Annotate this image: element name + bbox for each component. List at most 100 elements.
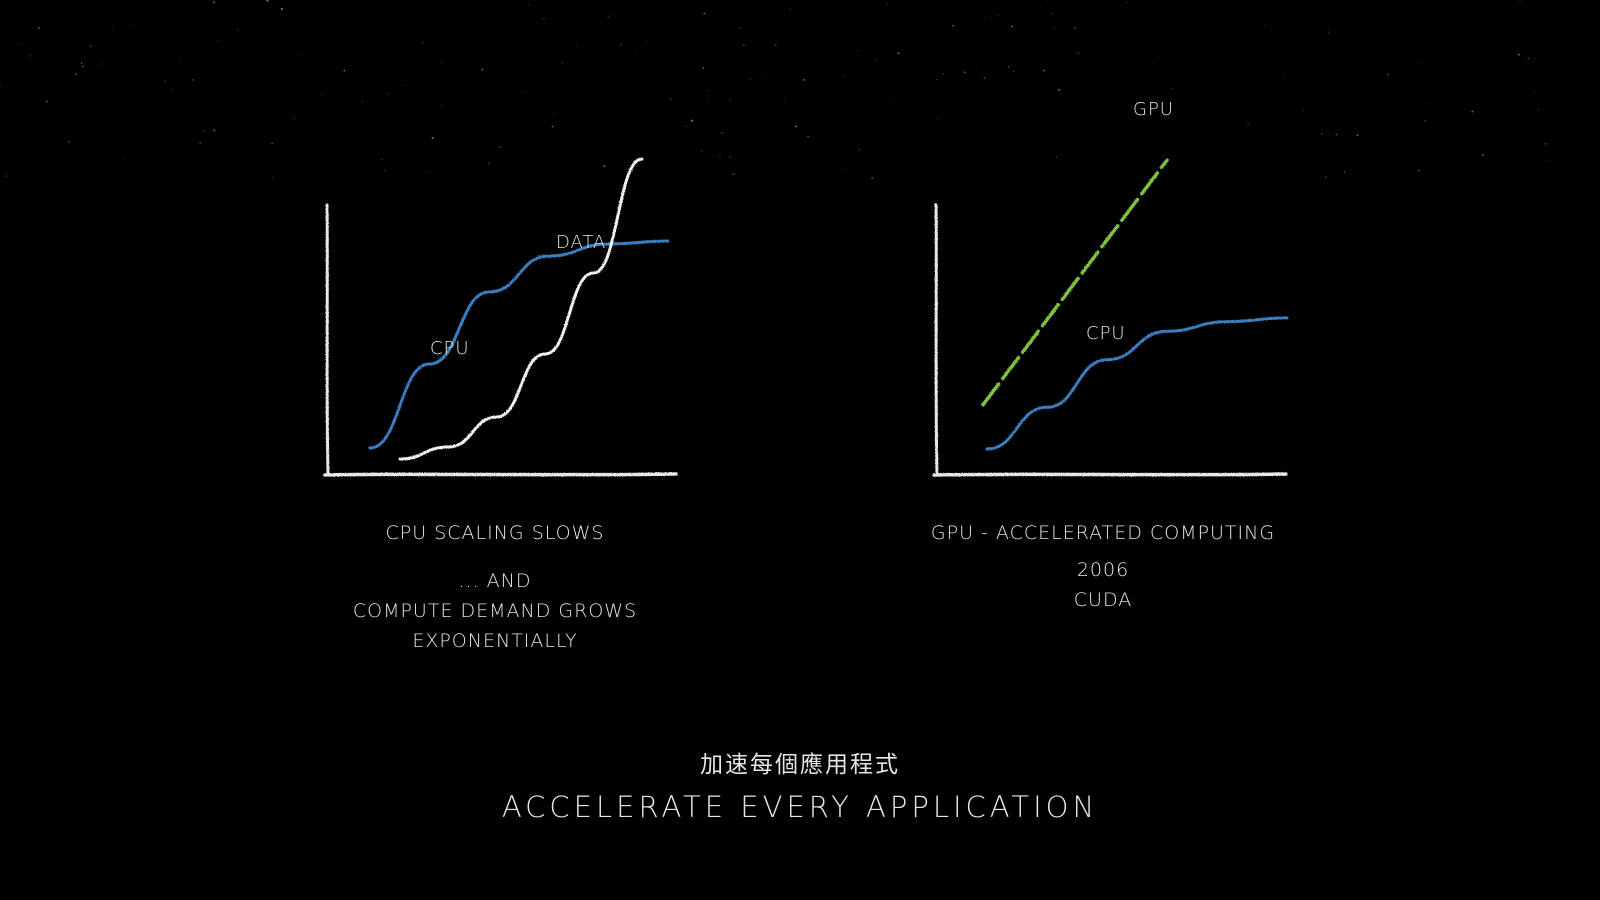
star-dot xyxy=(750,78,752,80)
star-dot xyxy=(858,49,860,51)
right-gpu-label: GPU xyxy=(1133,99,1174,120)
star-dot xyxy=(266,0,269,2)
star-dot xyxy=(487,162,490,165)
left-subcaption-line: EXPONENTIALLY xyxy=(412,630,578,652)
star-dot xyxy=(703,12,706,15)
star-dot xyxy=(1264,24,1266,26)
star-dot xyxy=(431,137,434,139)
star-dot xyxy=(46,100,48,103)
star-dot xyxy=(1471,110,1474,113)
star-dot xyxy=(1519,0,1521,1)
star-dot xyxy=(543,18,545,20)
star-dot xyxy=(702,67,705,69)
star-dot xyxy=(481,68,484,71)
star-dot xyxy=(82,65,84,68)
star-dot xyxy=(669,98,672,100)
star-dot xyxy=(897,52,900,55)
star-dot xyxy=(405,84,407,86)
star-dot xyxy=(1302,109,1304,112)
star-dot xyxy=(1335,133,1338,136)
star-dot xyxy=(802,78,805,81)
star-dot xyxy=(963,71,966,74)
left-chart-cpu-vs-data xyxy=(323,157,678,477)
star-dot xyxy=(1247,124,1249,126)
star-dot xyxy=(575,44,578,46)
left-data-label: DATA xyxy=(556,232,607,253)
star-dot xyxy=(690,119,694,122)
star-dot xyxy=(784,100,786,102)
right-cpu-label: CPU xyxy=(1086,323,1126,344)
star-dot xyxy=(1387,73,1389,76)
star-dot xyxy=(5,175,7,177)
star-dot xyxy=(719,154,721,157)
star-dot xyxy=(936,78,938,80)
star-dot xyxy=(271,142,273,145)
star-dot xyxy=(886,3,888,5)
star-dot xyxy=(983,76,986,79)
star-dot xyxy=(1517,53,1520,56)
star-dot xyxy=(470,179,472,181)
star-dot xyxy=(387,93,390,95)
star-dot xyxy=(1343,171,1346,173)
star-dot xyxy=(729,156,731,158)
star-dot xyxy=(721,132,723,134)
star-dot xyxy=(551,113,553,114)
star-dot xyxy=(607,15,610,18)
star-dot xyxy=(1171,88,1173,90)
left-cpu-curve xyxy=(368,239,670,450)
star-dot xyxy=(499,146,501,148)
star-dot xyxy=(297,54,299,56)
star-dot xyxy=(237,29,239,31)
star-dot xyxy=(889,101,891,103)
star-dot xyxy=(1356,134,1359,136)
star-dot xyxy=(90,45,92,47)
star-dot xyxy=(551,125,554,128)
left-subcaption-line: COMPUTE DEMAND GROWS xyxy=(352,600,638,622)
star-dot xyxy=(381,158,383,160)
star-dot xyxy=(293,117,295,119)
star-dot xyxy=(739,27,742,29)
star-dot xyxy=(952,24,954,27)
right-chart-gpu-vs-cpu xyxy=(932,158,1289,477)
star-dot xyxy=(764,74,766,76)
star-dot xyxy=(1126,2,1128,4)
star-dot xyxy=(858,148,861,151)
star-dot xyxy=(441,62,443,65)
star-dot xyxy=(807,135,809,138)
star-dot xyxy=(441,104,443,106)
star-dot xyxy=(1527,57,1530,60)
star-dot xyxy=(216,39,219,42)
star-dot xyxy=(213,129,216,132)
left-caption: CPU SCALING SLOWS xyxy=(385,522,605,544)
right-year: 2006 xyxy=(1076,559,1130,581)
star-dot xyxy=(620,44,622,46)
star-dot xyxy=(29,54,32,57)
star-dot xyxy=(343,69,346,72)
star-dot xyxy=(280,7,283,11)
right-cpu-curve xyxy=(985,316,1289,451)
star-dot xyxy=(1008,66,1010,68)
left-x-axis xyxy=(323,472,678,477)
left-subcaption-line: ... AND xyxy=(458,570,532,592)
star-dot xyxy=(384,170,386,172)
star-dot xyxy=(102,63,104,65)
star-dot xyxy=(990,17,992,19)
star-dot xyxy=(1420,61,1422,63)
star-dot xyxy=(708,90,710,92)
right-platform: CUDA xyxy=(1073,589,1133,611)
star-dot xyxy=(38,26,40,29)
star-dot xyxy=(21,43,22,45)
star-dot xyxy=(170,88,173,91)
star-dot xyxy=(997,14,1000,17)
star-dot xyxy=(213,1,215,4)
star-dot xyxy=(164,80,167,83)
star-dot xyxy=(68,140,71,143)
star-dot xyxy=(975,68,977,70)
star-dot xyxy=(1538,109,1540,111)
footer-title-chinese: 加速每個應用程式 xyxy=(700,752,900,778)
star-dot xyxy=(1548,160,1550,162)
star-dot xyxy=(1418,169,1420,172)
star-dot xyxy=(874,58,876,61)
star-dot xyxy=(1042,69,1045,72)
